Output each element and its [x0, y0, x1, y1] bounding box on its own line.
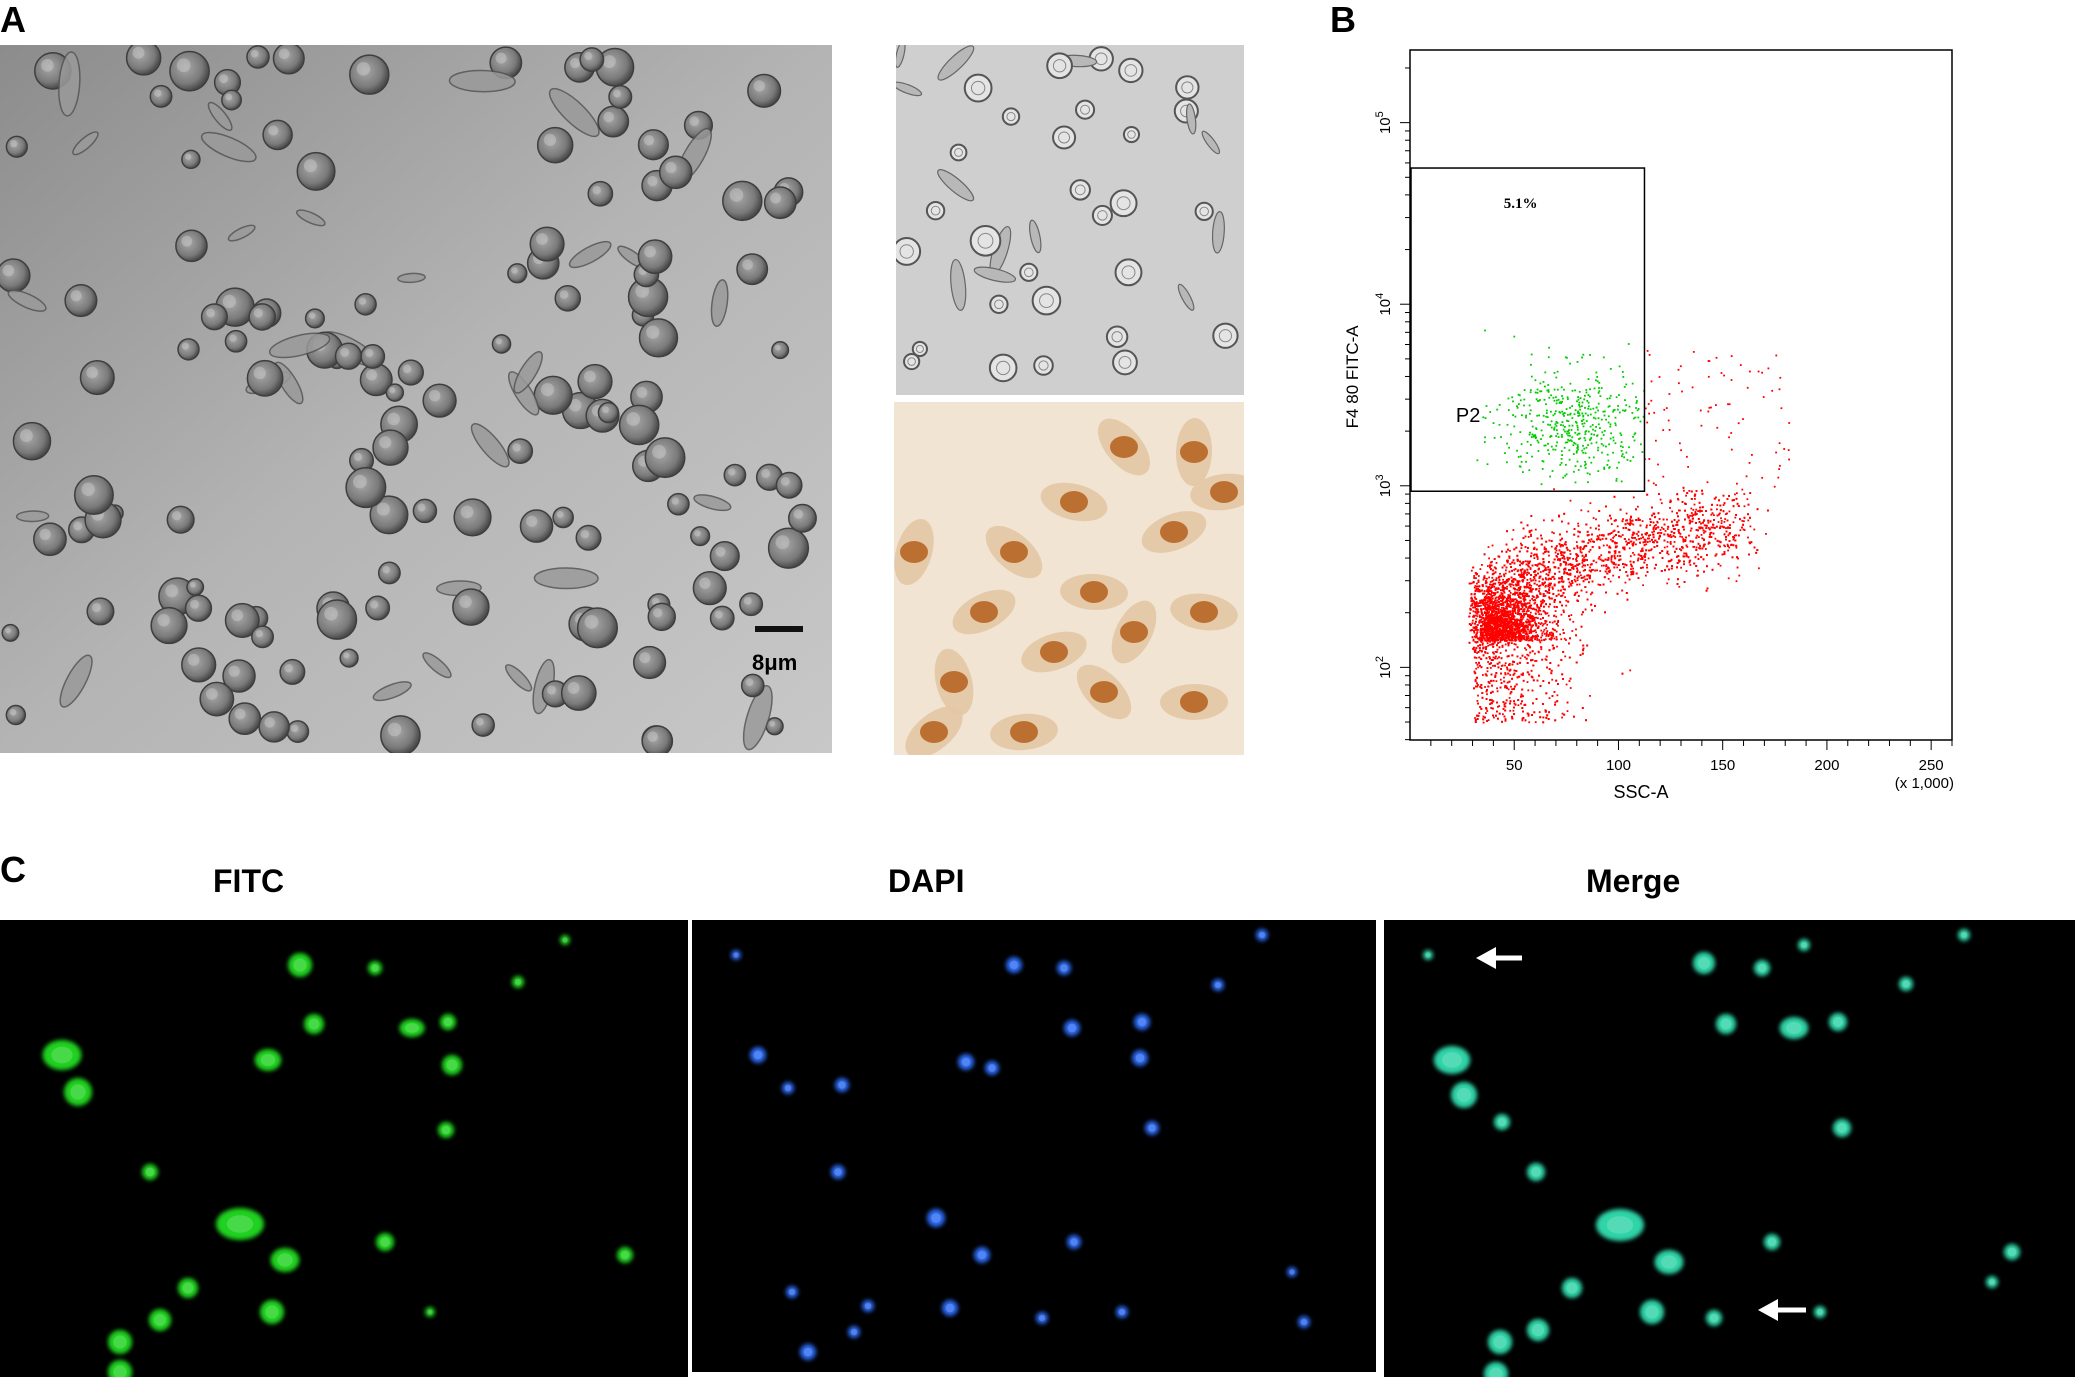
- panel-letter-b: B: [1330, 0, 1356, 40]
- caption-dapi: DAPI: [888, 863, 965, 899]
- x-tick-label: 250: [1919, 757, 1944, 774]
- x-tick-label: 150: [1710, 757, 1735, 774]
- x-axis-unit-note: (x 1,000): [1895, 775, 1954, 792]
- fluorescence-merge: [1384, 920, 2075, 1377]
- gate-p2: [1410, 167, 1646, 492]
- panel-letter-c: C: [0, 849, 26, 890]
- brightfield-inset: [896, 45, 1244, 395]
- y-tick-label: 105: [1374, 111, 1394, 134]
- y-tick-label: 102: [1374, 656, 1394, 679]
- x-tick-label: 100: [1606, 757, 1631, 774]
- caption-merge: Merge: [1586, 863, 1681, 899]
- y-tick-label: 103: [1374, 474, 1394, 497]
- x-tick-label: 200: [1814, 757, 1839, 774]
- brightfield-micrograph: 8μm: [0, 45, 832, 753]
- gate-percent: 5.1%: [1504, 196, 1538, 212]
- flow-cytometry-plot: 50 100 150 200 250 102 103 104 105 5.1% P2 SSC-A…: [1320, 40, 1970, 820]
- caption-fitc: FITC: [213, 863, 285, 899]
- scale-bar-label: 8μm: [752, 650, 797, 675]
- y-axis-label: F4 80 FITC-A: [1343, 325, 1362, 429]
- gate-name: P2: [1456, 405, 1480, 427]
- x-axis-label: SSC-A: [1613, 782, 1668, 802]
- arrow-icon: [1758, 1299, 1806, 1321]
- x-tick-label: 50: [1506, 757, 1523, 774]
- fluorescence-dapi: [692, 920, 1376, 1372]
- immunostain-inset: [894, 402, 1244, 755]
- panel-letter-a: A: [0, 0, 26, 40]
- y-tick-label: 104: [1374, 293, 1394, 316]
- fluorescence-fitc: [0, 920, 688, 1377]
- arrow-icon: [1476, 947, 1522, 969]
